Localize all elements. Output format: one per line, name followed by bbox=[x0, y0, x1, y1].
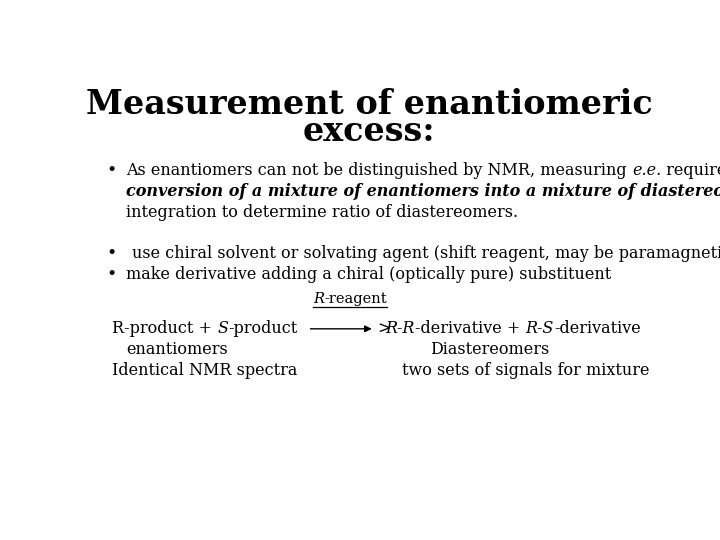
Text: As enantiomers can not be distinguished by NMR, measuring: As enantiomers can not be distinguished … bbox=[126, 163, 632, 179]
Text: make derivative adding a chiral (optically pure) substituent: make derivative adding a chiral (optical… bbox=[126, 266, 611, 284]
Text: Diastereomers: Diastereomers bbox=[431, 341, 549, 358]
Text: Measurement of enantiomeric: Measurement of enantiomeric bbox=[86, 88, 652, 121]
Text: conversion of a mixture of enantiomers into a mixture of diastereomers.: conversion of a mixture of enantiomers i… bbox=[126, 183, 720, 200]
Text: excess:: excess: bbox=[302, 115, 436, 148]
Text: •: • bbox=[107, 246, 117, 262]
Text: R-S: R-S bbox=[526, 320, 554, 338]
Text: -product: -product bbox=[228, 320, 297, 338]
Text: -derivative +: -derivative + bbox=[415, 320, 526, 338]
Text: requires: requires bbox=[661, 163, 720, 179]
Text: use chiral solvent or solvating agent (shift reagent, may be paramagnetic): use chiral solvent or solvating agent (s… bbox=[132, 246, 720, 262]
Text: •: • bbox=[107, 163, 117, 179]
Text: e.e.: e.e. bbox=[632, 163, 661, 179]
Text: -derivative: -derivative bbox=[554, 320, 641, 338]
Text: R: R bbox=[313, 292, 324, 306]
Text: integration to determine ratio of diastereomers.: integration to determine ratio of diaste… bbox=[126, 204, 518, 221]
Text: R-R: R-R bbox=[386, 320, 415, 338]
Text: Identical NMR spectra: Identical NMR spectra bbox=[112, 362, 297, 379]
Text: -reagent: -reagent bbox=[324, 292, 387, 306]
Text: •: • bbox=[107, 266, 117, 284]
Text: R-product +: R-product + bbox=[112, 320, 217, 338]
Text: S: S bbox=[217, 320, 228, 338]
Text: >: > bbox=[377, 320, 391, 338]
Text: two sets of signals for mixture: two sets of signals for mixture bbox=[402, 362, 650, 379]
Text: enantiomers: enantiomers bbox=[126, 341, 228, 358]
